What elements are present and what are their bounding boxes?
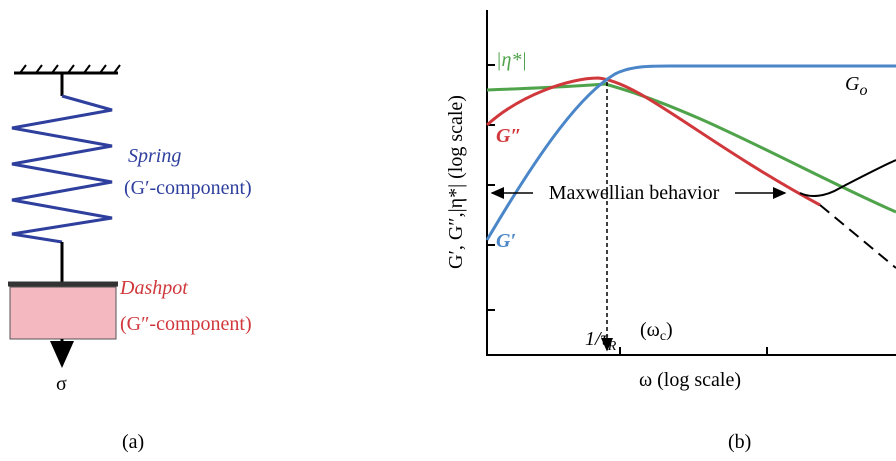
crossover-sub: c [660, 329, 666, 344]
plateau-sub: o [859, 82, 867, 99]
plateau-main: G [845, 73, 860, 95]
stress-label: σ [56, 373, 67, 395]
relax-main: 1/τ [585, 328, 609, 350]
g1-label: G′ [496, 230, 516, 252]
y-axis-label: G′, G″,|η*| (log scale) [445, 95, 467, 269]
eta-label: |η*| [496, 49, 527, 71]
relax-sub: R [607, 339, 617, 354]
x-axis-label: ω (log scale) [639, 369, 741, 391]
g2-label: G″ [496, 125, 522, 147]
dashpot-label: Dashpot [119, 277, 188, 299]
crossover-end: ) [666, 319, 673, 341]
caption-a: (a) [122, 431, 144, 453]
plateau-label: Go [845, 73, 867, 99]
maxwell-label: Maxwellian behavior [549, 182, 720, 204]
dashpot-component: (G″-component) [120, 313, 252, 335]
caption-b: (b) [728, 431, 751, 453]
crossover-main: (ω [640, 319, 660, 341]
crossover-label: (ωc) [640, 319, 673, 344]
relax-label: 1/τR [585, 328, 617, 354]
plot: Maxwellian behavior |η*| G″ G′ Go 1/τR (… [445, 10, 896, 453]
spring-dashpot: Spring (G′-component) Dashpot (G″-compon… [8, 64, 252, 453]
spring-label: Spring [128, 145, 181, 167]
spring-component: (G′-component) [124, 177, 252, 199]
